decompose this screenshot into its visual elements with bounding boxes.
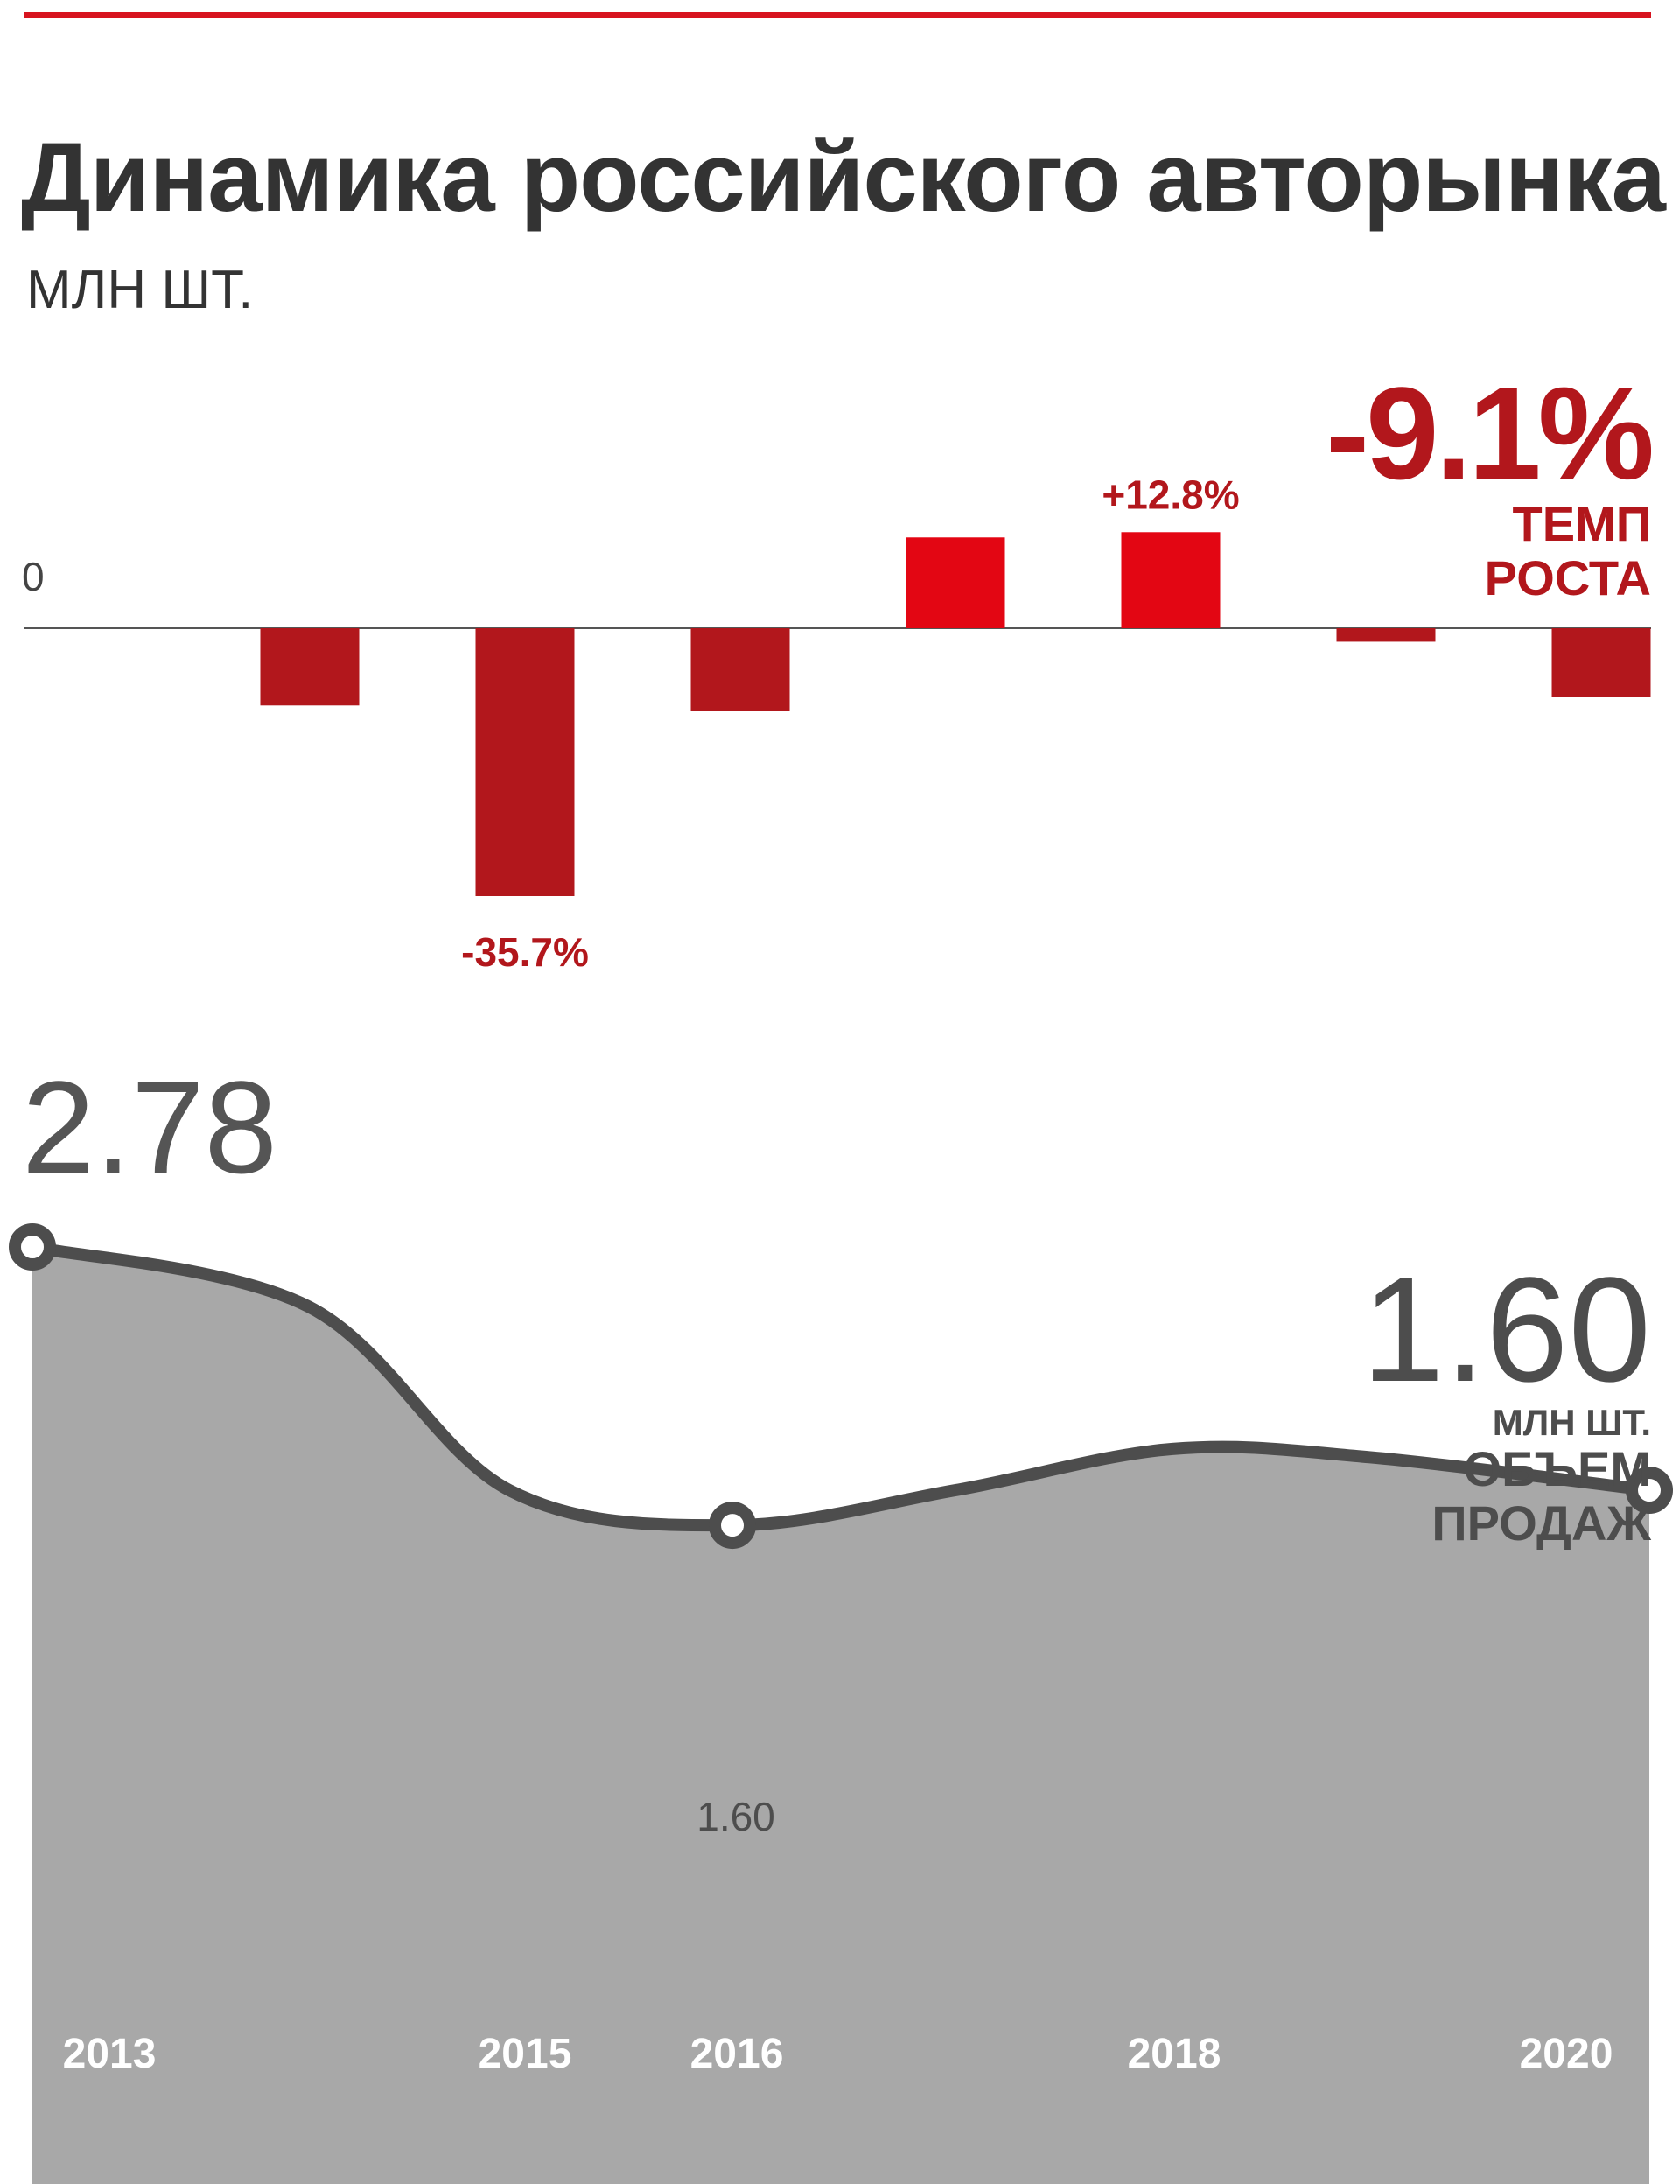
- sales-volume-label: ОБЪЕМ ПРОДАЖ: [1432, 1442, 1651, 1550]
- bar-2014: [260, 628, 360, 706]
- zero-label: 0: [22, 554, 45, 599]
- sales-volume-unit: МЛН ШТ.: [1492, 1402, 1651, 1443]
- point-label-2013: 2.78: [22, 1054, 277, 1200]
- sales-area-fill: [32, 1247, 1649, 2184]
- bar-2016: [690, 628, 790, 711]
- year-label-2020: 2020: [1520, 2031, 1614, 2077]
- sales-volume-label-line1: ОБЪЕМ: [1463, 1441, 1651, 1496]
- bar-2020: [1551, 628, 1651, 696]
- growth-rate-value: -9.1%: [1326, 360, 1655, 507]
- bar-2017: [906, 537, 1005, 628]
- chart-subtitle: МЛН ШТ.: [26, 260, 254, 320]
- growth-rate-label-line2: РОСТА: [1484, 550, 1651, 606]
- year-label-2013: 2013: [63, 2031, 157, 2077]
- year-label-2018: 2018: [1128, 2031, 1222, 2077]
- growth-bar-chart: 0 -35.7% +12.8%: [22, 472, 1651, 975]
- growth-rate-label-line1: ТЕМП: [1512, 496, 1651, 551]
- chart-title: Динамика российского авторынка: [21, 122, 1666, 232]
- sales-volume-label-line2: ПРОДАЖ: [1432, 1495, 1651, 1550]
- bar-label-2018: +12.8%: [1102, 472, 1239, 517]
- bar-2015: [475, 628, 575, 896]
- year-label-2016: 2016: [690, 2031, 784, 2077]
- bar-2018: [1121, 532, 1221, 628]
- growth-rate-label: ТЕМП РОСТА: [1485, 497, 1651, 606]
- sales-line: [26, 1241, 1656, 1532]
- bar-2019: [1336, 628, 1436, 642]
- sales-volume-area-chart: 2.78 1.60 2013 2015 2016 2018 2020: [9, 1054, 1673, 2184]
- point-label-2016: 1.60: [696, 1794, 775, 1839]
- bar-label-2015: -35.7%: [461, 929, 589, 975]
- point-marker-2013: [9, 1223, 56, 1270]
- point-marker-2020: [1626, 1466, 1673, 1515]
- sales-volume-value: 1.60: [1362, 1247, 1651, 1413]
- year-label-2015: 2015: [479, 2031, 572, 2077]
- top-accent-rule: [24, 12, 1651, 18]
- point-marker-2016: [709, 1502, 756, 1550]
